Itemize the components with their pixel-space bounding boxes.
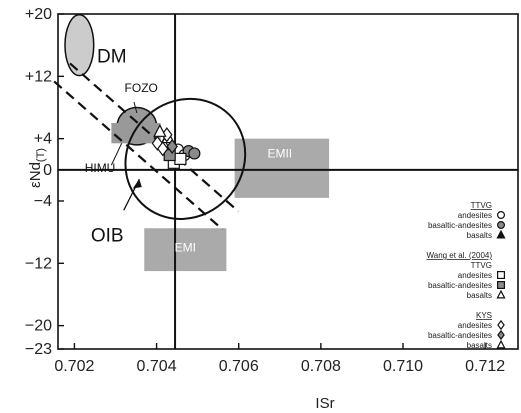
legend-marker-1-0 [497, 271, 506, 280]
fozo-leader [133, 101, 138, 114]
legend-label-0-2: basalts [467, 231, 492, 240]
oib-field [124, 97, 247, 220]
legend-group-title-2: KYS [476, 311, 492, 320]
label-fozo: FOZO [125, 81, 158, 95]
y-axis-title-main: εNd [27, 162, 44, 188]
x-tick-label: 0.712 [465, 358, 505, 375]
data-point-6-0 [151, 135, 164, 151]
legend-marker-2-1 [497, 329, 505, 341]
region-dm [64, 14, 95, 77]
data-point-8-0 [153, 124, 167, 137]
y-tick-label: −12 [25, 255, 52, 272]
legend-label-1-2: basalts [467, 291, 492, 300]
data-point-3-1 [174, 152, 187, 166]
points-layer [151, 124, 201, 169]
legend-label-2-2: basalts [467, 341, 492, 350]
y-tick-label: −4 [34, 193, 52, 210]
regions-layer [64, 14, 330, 272]
legend-marker-0-1 [497, 221, 506, 230]
legend-label-2-1: basaltic-andesites [428, 331, 492, 340]
data-point-7-0 [166, 138, 178, 155]
x-axis-title: ISr [315, 395, 334, 412]
legend-group-title-0: TTVG [471, 201, 492, 210]
y-tick-label: −20 [25, 318, 52, 335]
x-tick-label: 0.706 [219, 358, 259, 375]
label-emi: EMI [175, 241, 196, 255]
y-tick-label: +20 [25, 6, 52, 23]
mantle-array-line-2 [69, 62, 240, 213]
region-himu [111, 123, 161, 144]
mantle-array-line-1 [53, 80, 224, 231]
data-point-1-1 [188, 147, 201, 160]
legend-marker-2-0 [497, 319, 505, 331]
legend-label-1-0: andesites [458, 271, 492, 280]
x-tick-label: 0.702 [54, 358, 94, 375]
y-tick-label: +4 [34, 131, 52, 148]
plot-frame [57, 13, 519, 350]
legend-label-0-0: andesites [458, 211, 492, 220]
legend: TTVGandesitesbasaltic-andesitesbasaltsWa… [426, 201, 506, 350]
label-dm: DM [97, 46, 127, 67]
legend-marker-0-2 [496, 229, 506, 239]
label-oib: OIB [91, 225, 124, 246]
x-tick-label: 0.708 [301, 358, 341, 375]
legend-marker-1-2 [496, 289, 506, 299]
y-axis-title: εNd(T) [27, 148, 47, 188]
data-point-6-1 [157, 141, 169, 157]
label-emii: EMII [267, 146, 292, 160]
legend-marker-0-0 [497, 211, 506, 220]
legend-label-2-0: andesites [458, 321, 492, 330]
legend-group-title-1: Wang et al. (2004) [426, 251, 492, 260]
himu-leader [110, 143, 123, 166]
y-tick-label: +12 [25, 68, 52, 85]
region-emi [144, 228, 227, 272]
y-tick-label: −23 [25, 341, 52, 358]
legend-group-subtitle-1: TTVG [471, 261, 492, 270]
region-emii [234, 138, 330, 198]
legend-marker-1-1 [497, 281, 506, 290]
y-tick-label: 0 [43, 162, 52, 179]
oib-arrow-head [132, 179, 142, 189]
frame-layer [57, 13, 519, 350]
label-himu: HIMU [85, 161, 116, 175]
legend-label-1-1: basaltic-andesites [428, 281, 492, 290]
ticks-layer: +20 +12 +4 0 −4 −12 −20 −230.702 0.704 0.706 0.708… [25, 6, 505, 375]
labels-layer: DM FOZO HIMU EMII EMI OIB [85, 46, 292, 254]
legend-marker-2-2 [496, 339, 506, 349]
legend-label-0-1: basaltic-andesites [428, 221, 492, 230]
y-axis-title-sub: (T) [35, 148, 47, 162]
x-tick-label: 0.704 [137, 358, 177, 375]
lines-layer [53, 14, 518, 349]
x-tick-label: 0.710 [383, 358, 423, 375]
